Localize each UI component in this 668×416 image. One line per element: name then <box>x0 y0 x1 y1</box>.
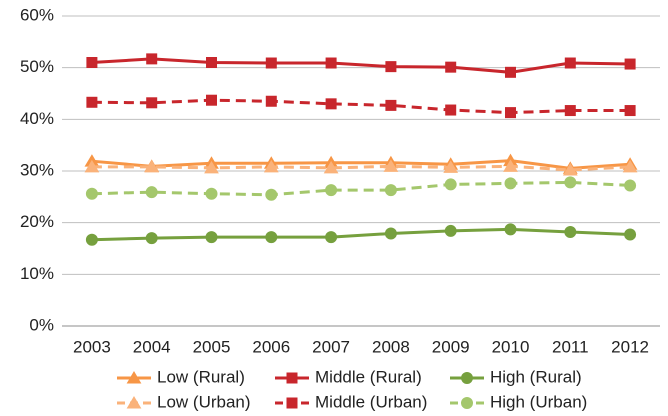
data-point <box>323 160 339 174</box>
legend-marker <box>126 371 142 384</box>
series-line <box>91 57 631 74</box>
y-tick-label: 30% <box>20 160 54 179</box>
y-tick-label: 40% <box>20 109 54 128</box>
legend-label: Low (Rural) <box>157 367 245 386</box>
data-point <box>445 61 457 73</box>
data-point <box>145 186 158 199</box>
data-point <box>564 57 576 69</box>
data-point <box>265 231 278 244</box>
data-point <box>444 178 457 191</box>
data-point <box>325 231 338 244</box>
data-point <box>383 159 399 172</box>
data-point <box>86 57 98 68</box>
data-point <box>384 227 397 240</box>
x-tick-label: 2010 <box>492 337 530 356</box>
data-point <box>624 58 636 70</box>
x-tick-label: 2008 <box>372 337 410 356</box>
data-point <box>385 99 397 111</box>
data-point <box>84 159 100 173</box>
x-tick-label: 2007 <box>312 337 350 356</box>
x-tick-label: 2006 <box>252 337 290 356</box>
data-point <box>206 94 217 106</box>
data-point <box>263 159 279 173</box>
data-point <box>443 160 459 173</box>
data-point <box>624 105 636 117</box>
legend-label: Middle (Urban) <box>315 392 427 411</box>
legend-marker <box>286 397 298 409</box>
data-point <box>504 223 517 236</box>
data-point <box>265 57 277 69</box>
series-line <box>91 98 631 115</box>
data-point <box>146 97 158 109</box>
data-point <box>146 53 158 65</box>
data-point <box>206 57 217 68</box>
data-point <box>325 98 337 110</box>
legend-label: Low (Urban) <box>157 392 251 411</box>
x-tick-label: 2004 <box>133 337 171 356</box>
data-point <box>444 224 457 237</box>
data-point <box>624 179 637 192</box>
legend-label: Middle (Rural) <box>315 367 422 386</box>
series-line <box>91 227 631 242</box>
data-point <box>564 225 577 238</box>
data-point <box>385 61 397 73</box>
data-point <box>622 159 638 173</box>
x-tick-label: 2009 <box>432 337 470 356</box>
data-point <box>325 184 338 197</box>
legend-marker <box>461 372 473 384</box>
y-tick-label: 0% <box>29 315 54 334</box>
series-line <box>91 180 631 197</box>
series-line <box>91 164 631 172</box>
data-point <box>205 187 218 200</box>
x-tick-label: 2011 <box>552 337 589 356</box>
legend-label: High (Rural) <box>490 367 582 386</box>
data-point <box>624 228 637 241</box>
x-tick-label: 2003 <box>73 337 111 356</box>
y-tick-label: 20% <box>20 212 54 231</box>
legend-marker <box>286 372 298 384</box>
series-line <box>91 159 631 170</box>
data-point <box>445 104 457 116</box>
x-tick-label: 2012 <box>611 337 649 356</box>
legend-label: High (Urban) <box>490 392 587 411</box>
data-point <box>265 188 278 201</box>
data-point <box>85 233 98 246</box>
data-point <box>384 184 397 197</box>
data-point <box>564 105 576 117</box>
data-point <box>205 231 218 244</box>
y-tick-label: 10% <box>20 264 54 283</box>
data-point <box>325 57 337 69</box>
data-point <box>204 160 219 174</box>
x-tick-label: 2005 <box>193 337 231 356</box>
data-point <box>144 159 160 173</box>
data-point <box>564 176 577 189</box>
data-point <box>145 232 158 245</box>
data-point <box>505 66 516 78</box>
y-tick-label: 50% <box>20 57 54 76</box>
data-point <box>85 187 98 200</box>
data-point <box>504 177 517 190</box>
legend-marker <box>126 396 142 409</box>
data-point <box>86 96 98 108</box>
data-point <box>503 159 518 172</box>
data-point <box>505 107 516 119</box>
y-tick-label: 60% <box>20 5 54 24</box>
data-point <box>562 162 578 176</box>
data-point <box>265 95 277 107</box>
legend-marker <box>461 397 473 409</box>
